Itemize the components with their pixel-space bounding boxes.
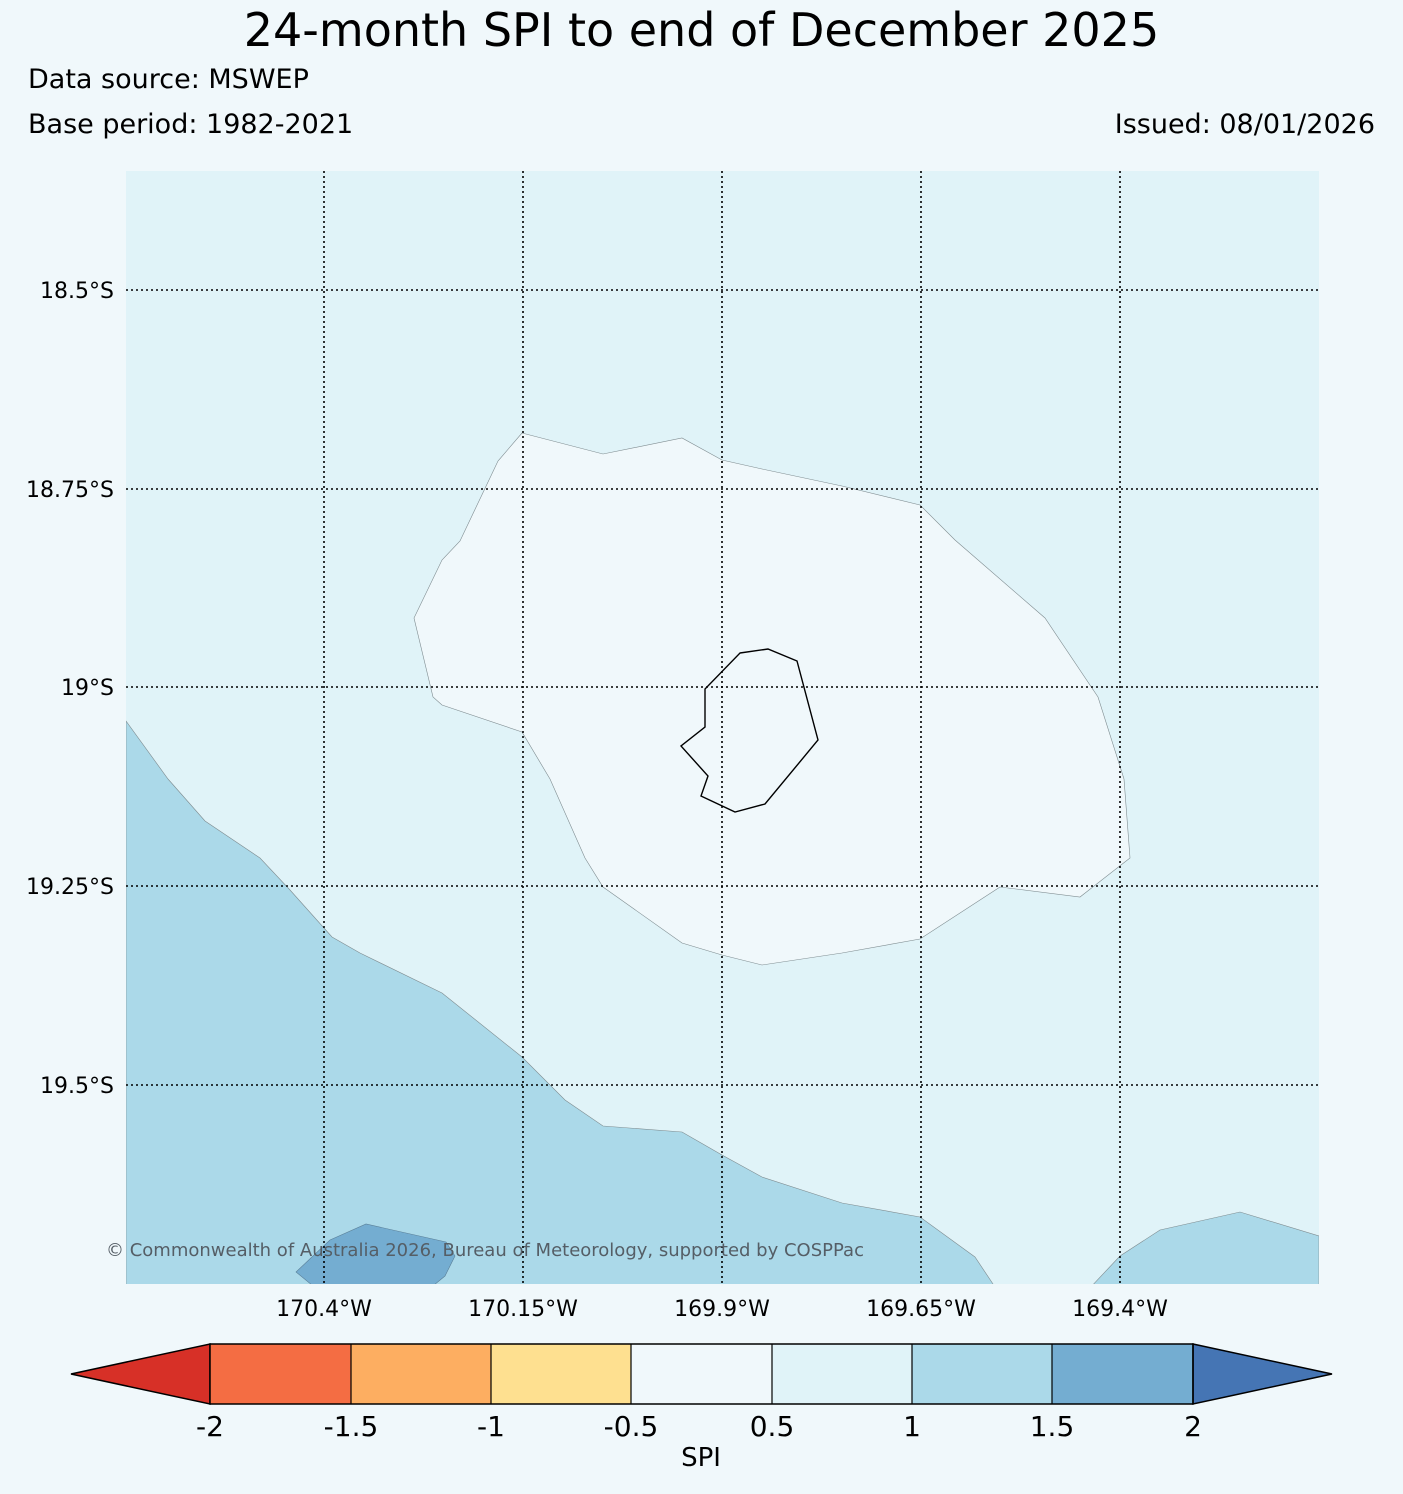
- lon-label: 170.15°W: [468, 1297, 578, 1322]
- issued-date: Issued: 08/01/2026: [1114, 109, 1375, 140]
- lat-label: 18.75°S: [26, 478, 114, 503]
- base-period: Base period: 1982-2021: [28, 109, 354, 140]
- longitude-labels: 170.4°W 170.15°W 169.9°W 169.65°W 169.4°…: [276, 1297, 1168, 1322]
- colorbar-ticks: -2 -1.5 -1 -0.5 0.5 1 1.5 2: [196, 1410, 1202, 1443]
- colorbar-tick: -0.5: [604, 1410, 659, 1443]
- colorbar-tick: -1: [477, 1410, 505, 1443]
- map-title: 24-month SPI to end of December 2025: [243, 3, 1160, 57]
- colorbar-tick: 1.5: [1030, 1410, 1075, 1443]
- copyright-notice: © Commonwealth of Australia 2026, Bureau…: [106, 1240, 864, 1261]
- lat-label: 18.5°S: [40, 279, 114, 304]
- colorbar: -2 -1.5 -1 -0.5 0.5 1 1.5 2 SPI: [70, 1343, 1333, 1473]
- lon-label: 170.4°W: [276, 1297, 372, 1322]
- spi-area-1-1.5-southwest: [126, 720, 994, 1284]
- colorbar-segment: [210, 1344, 351, 1404]
- colorbar-extend-high: [1192, 1343, 1333, 1405]
- colorbar-outline: [209, 1343, 1194, 1405]
- spi-area-neutral: [413, 432, 1131, 966]
- data-source: Data source: MSWEP: [28, 64, 309, 95]
- latitude-labels: 18.5°S 18.75°S 19°S 19.25°S 19.5°S: [26, 279, 114, 1099]
- colorbar-segment: [912, 1344, 1052, 1404]
- colorbar-dividers: [350, 1344, 1053, 1404]
- map-area: 18.5°S 18.75°S 19°S 19.25°S 19.5°S 170.4…: [26, 171, 1319, 1322]
- colorbar-segment: [1052, 1344, 1193, 1404]
- colorbar-label: SPI: [681, 1443, 721, 1473]
- colorbar-segment: [631, 1344, 772, 1404]
- niue-island-outline: [679, 648, 819, 813]
- colorbar-segment: [772, 1344, 912, 1404]
- colorbar-tick: 2: [1184, 1410, 1202, 1443]
- lat-label: 19.25°S: [26, 875, 114, 900]
- lat-label: 19°S: [61, 676, 114, 701]
- colorbar-segment: [351, 1344, 491, 1404]
- colorbar-segment: [491, 1344, 631, 1404]
- colorbar-tick: -2: [196, 1410, 224, 1443]
- lat-label: 19.5°S: [40, 1074, 114, 1099]
- colorbar-extend-low: [70, 1343, 211, 1405]
- colorbar-tick: 0.5: [750, 1410, 795, 1443]
- lon-label: 169.9°W: [674, 1297, 770, 1322]
- lon-label: 169.65°W: [866, 1297, 976, 1322]
- spi-area-1.5-2: [295, 1223, 456, 1284]
- colorbar-tick: 1: [903, 1410, 921, 1443]
- graticule: [126, 171, 1319, 1284]
- lon-label: 169.4°W: [1072, 1297, 1168, 1322]
- colorbar-tick: -1.5: [324, 1410, 379, 1443]
